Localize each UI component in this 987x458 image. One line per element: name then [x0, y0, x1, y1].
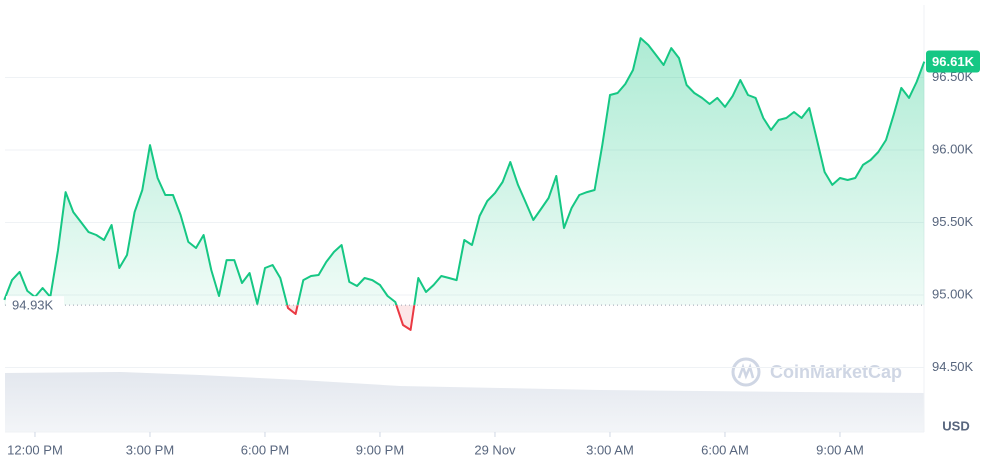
current-price-badge	[926, 50, 980, 73]
reference-label-bg	[6, 296, 64, 315]
x-tick-label: 3:00 AM	[586, 442, 634, 457]
y-tick-label: 96.50K	[932, 69, 974, 84]
y-tick-label: 94.50K	[932, 359, 974, 374]
watermark: CoinMarketCap	[731, 357, 902, 387]
x-tick-label: 6:00 PM	[241, 442, 289, 457]
x-tick-label: 6:00 AM	[701, 442, 749, 457]
current-price-label: 96.61K	[932, 54, 975, 69]
area-up	[4, 38, 925, 306]
y-tick-label: 95.00K	[932, 286, 974, 301]
volume-area	[5, 372, 924, 432]
x-tick-label: 9:00 AM	[816, 442, 864, 457]
x-tick-label: 3:00 PM	[126, 442, 174, 457]
price-line-up	[3, 37, 926, 306]
x-tick-label: 29 Nov	[474, 442, 516, 457]
x-tick-label: 12:00 PM	[7, 442, 63, 457]
y-tick-label: 96.00K	[932, 141, 974, 156]
currency-label: USD	[942, 418, 969, 433]
reference-label: 94.93K	[12, 298, 54, 313]
watermark-text: CoinMarketCap	[770, 362, 902, 382]
y-tick-label: 95.50K	[932, 214, 974, 229]
x-tick-label: 9:00 PM	[356, 442, 404, 457]
